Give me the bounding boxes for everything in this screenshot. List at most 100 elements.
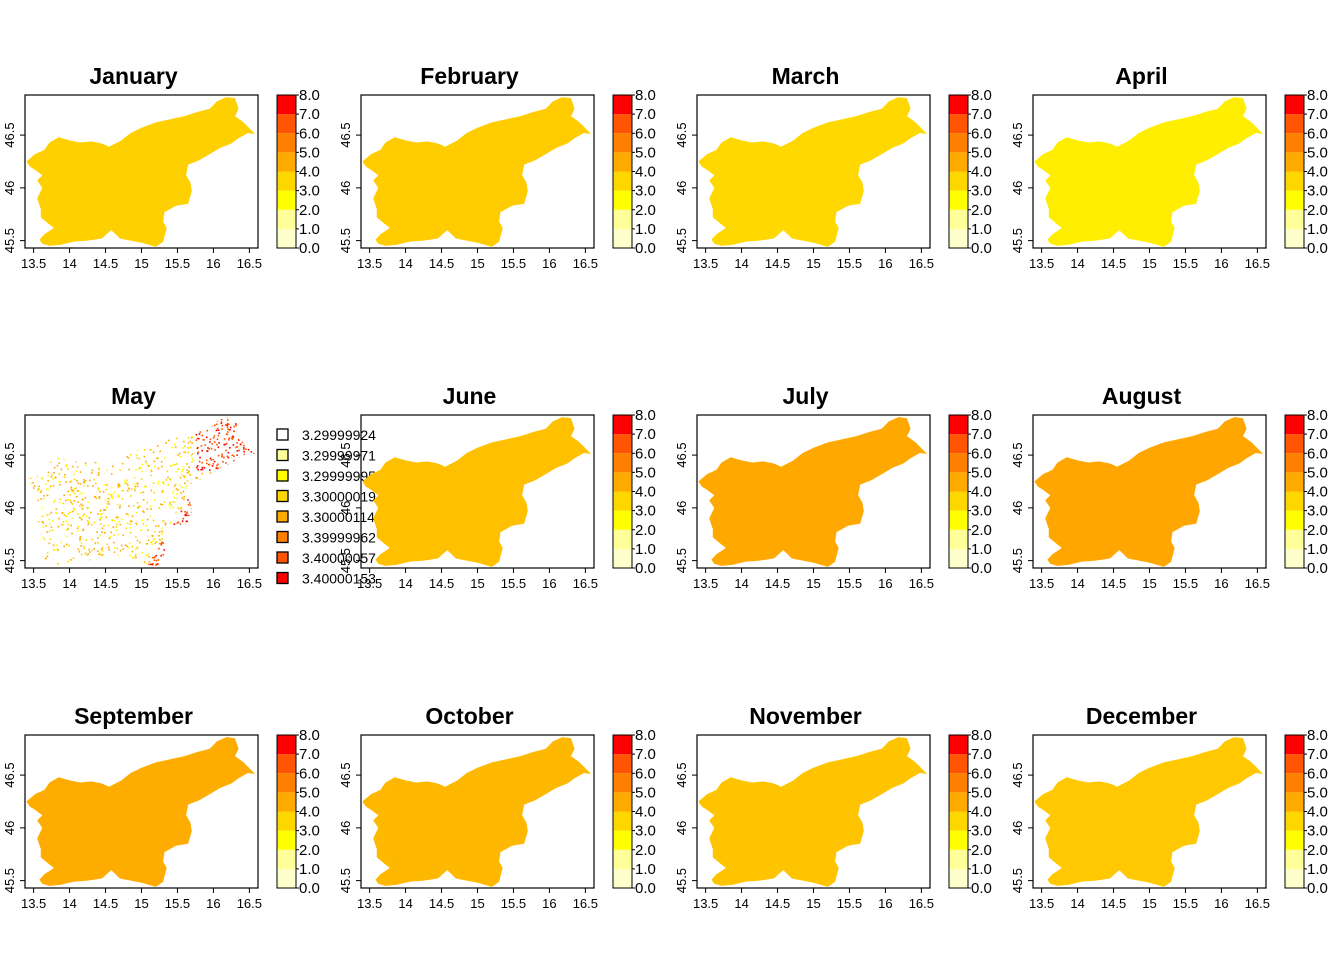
colorbar-tick-label: 1.0 [971,221,992,238]
colorbar-tick-label: 5.0 [635,144,656,161]
country-raster [698,737,928,887]
colorbar-tick-label: 7.0 [971,746,992,763]
colorbar-legend: 0.0 1.0 2.0 3.0 4.0 5.0 6.0 7.0 8.0 [1284,407,1328,577]
colorbar-tick-label: 2.0 [971,202,992,219]
y-tick-label: 46 [338,181,353,195]
colorbar-swatch [277,849,296,869]
x-tick-label: 15 [806,896,820,911]
x-tick-label: 15 [134,896,148,911]
x-tick-label: 16 [206,256,220,271]
colorbar-tick-label: 6.0 [1307,125,1328,142]
x-tick-label: 13.5 [21,256,46,271]
colorbar-tick-label: 4.0 [1307,804,1328,821]
colorbar-tick-label: 0.0 [971,560,992,577]
country-raster [26,417,256,567]
colorbar-tick-label: 3.0 [299,823,320,840]
colorbar-swatch [949,152,968,172]
colorbar-legend: 0.0 1.0 2.0 3.0 4.0 5.0 6.0 7.0 8.0 [612,727,656,897]
colorbar-swatch [613,434,632,454]
country-raster [1034,97,1264,247]
x-tick-label: 14.5 [765,576,790,591]
x-tick-label: 15.5 [1173,896,1198,911]
x-tick-label: 15 [1142,576,1156,591]
colorbar-swatch [1285,529,1304,549]
colorbar-swatch [949,114,968,134]
colorbar-tick-label: 3.0 [299,183,320,200]
colorbar-swatch [613,152,632,172]
y-tick-label: 46 [338,821,353,835]
colorbar-tick-label: 1.0 [299,221,320,238]
x-tick-label: 14 [62,896,76,911]
colorbar-tick-label: 6.0 [971,765,992,782]
y-tick-label: 45.5 [338,548,353,573]
y-tick-label: 46.5 [338,442,353,467]
colorbar-tick-label: 5.0 [971,464,992,481]
colorbar-swatch [949,510,968,530]
x-tick-label: 15 [134,576,148,591]
colorbar-tick-label: 6.0 [299,765,320,782]
legend-label: 3.39999962 [302,530,376,546]
country-raster [362,737,592,887]
x-tick-label: 16.5 [237,256,262,271]
y-tick-label: 46.5 [1010,442,1025,467]
x-tick-label: 14.5 [1101,256,1126,271]
y-tick-label: 45.5 [2,228,17,253]
colorbar-tick-label: 3.0 [635,503,656,520]
x-tick-label: 15.5 [165,256,190,271]
colorbar-swatch [277,114,296,134]
legend-label: 3.40000153 [302,571,376,587]
y-tick-label: 45.5 [2,548,17,573]
x-tick-label: 16 [542,576,556,591]
colorbar-tick-label: 3.0 [1307,823,1328,840]
panel-title: January [89,63,177,89]
x-tick-label: 15.5 [837,576,862,591]
y-tick-label: 46 [1010,181,1025,195]
colorbar-tick-label: 3.0 [1307,503,1328,520]
colorbar-tick-label: 6.0 [635,765,656,782]
colorbar-swatch [949,735,968,755]
colorbar-tick-label: 8.0 [971,87,992,104]
x-tick-label: 13.5 [693,896,718,911]
colorbar-swatch [949,830,968,850]
x-tick-label: 14 [398,576,412,591]
colorbar-tick-label: 4.0 [635,484,656,501]
colorbar-swatch [949,811,968,831]
x-tick-label: 15 [470,896,484,911]
colorbar-swatch [1285,754,1304,774]
x-tick-label: 14.5 [429,256,454,271]
colorbar-tick-label: 2.0 [971,842,992,859]
x-tick-label: 15.5 [837,896,862,911]
colorbar-swatch [277,209,296,229]
x-tick-label: 14 [734,576,748,591]
colorbar-tick-label: 0.0 [635,880,656,897]
legend-swatch [276,571,289,585]
colorbar-tick-label: 2.0 [1307,202,1328,219]
colorbar-tick-label: 5.0 [299,144,320,161]
colorbar-tick-label: 2.0 [635,842,656,859]
colorbar-tick-label: 0.0 [635,560,656,577]
colorbar-swatch [613,415,632,435]
legend-label: 3.29999995 [302,468,376,484]
x-tick-label: 13.5 [1029,576,1054,591]
x-tick-label: 14.5 [93,896,118,911]
colorbar-legend: 0.0 1.0 2.0 3.0 4.0 5.0 6.0 7.0 8.0 [948,407,992,577]
colorbar-swatch [613,773,632,793]
y-tick-label: 46 [674,501,689,515]
x-tick-label: 15 [1142,256,1156,271]
x-tick-label: 16.5 [573,256,598,271]
colorbar-tick-label: 1.0 [299,861,320,878]
colorbar-swatch [949,548,968,569]
colorbar-swatch [613,735,632,755]
x-tick-label: 13.5 [1029,896,1054,911]
colorbar-tick-label: 0.0 [635,240,656,257]
colorbar-tick-label: 3.0 [971,503,992,520]
y-tick-label: 46 [674,181,689,195]
colorbar-tick-label: 7.0 [299,746,320,763]
x-tick-label: 13.5 [357,576,382,591]
colorbar-swatch [1285,228,1304,249]
colorbar-legend: 0.0 1.0 2.0 3.0 4.0 5.0 6.0 7.0 8.0 [948,727,992,897]
x-tick-label: 14 [1070,896,1084,911]
colorbar-swatch [613,472,632,492]
colorbar-tick-label: 5.0 [971,144,992,161]
